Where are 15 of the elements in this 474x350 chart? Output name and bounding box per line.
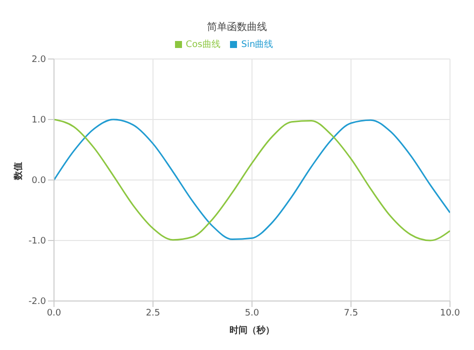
legend-label: Cos曲线 bbox=[186, 40, 220, 50]
x-tick-label: 2.5 bbox=[146, 308, 160, 318]
legend-label: Sin曲线 bbox=[241, 40, 274, 50]
y-tick-label: -1.0 bbox=[28, 236, 46, 247]
x-axis-title: 时间（秒） bbox=[230, 325, 274, 336]
x-tick-label: 7.5 bbox=[344, 308, 358, 318]
y-tick-label: 0.0 bbox=[32, 176, 46, 186]
y-tick-label: 1.0 bbox=[32, 116, 46, 126]
x-tick-label: 10.0 bbox=[440, 308, 460, 318]
chart-title: 简单函数曲线 bbox=[206, 20, 268, 34]
y-axis-title: 数值 bbox=[13, 162, 24, 181]
y-tick-label: -2.0 bbox=[28, 297, 46, 308]
x-tick-label: 0.0 bbox=[46, 308, 62, 318]
x-tick-label: 5.0 bbox=[244, 308, 260, 318]
y-tick-label: 2.0 bbox=[32, 55, 46, 66]
